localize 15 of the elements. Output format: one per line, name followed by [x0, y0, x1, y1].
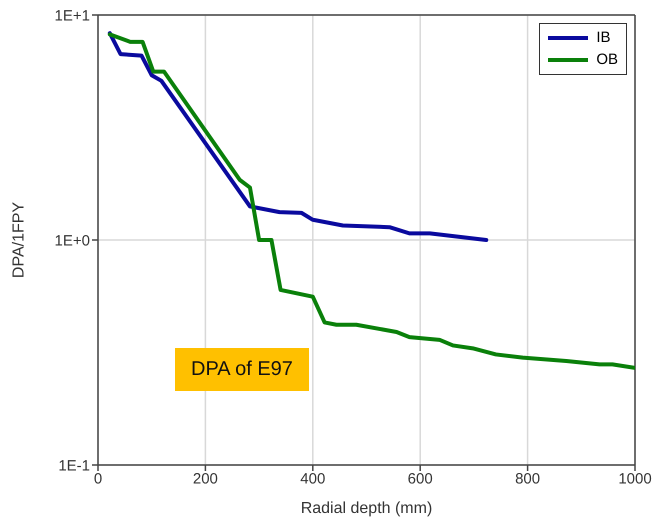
y-axis-title: DPA/1FPY — [10, 202, 28, 278]
y-tick-label: 1E-1 — [58, 457, 90, 474]
x-tick-label: 400 — [300, 470, 326, 488]
y-tick-label: 1E+1 — [54, 7, 90, 24]
x-tick-label: 600 — [408, 470, 433, 488]
x-tick-label: 800 — [515, 470, 540, 488]
line-series — [108, 31, 488, 242]
x-tick-label: 1000 — [618, 470, 652, 488]
legend-label: IB — [596, 28, 610, 48]
annotation: DPA of E97 — [175, 348, 309, 391]
x-axis-title: Radial depth (mm) — [300, 500, 432, 517]
x-tick-label: 200 — [192, 470, 218, 488]
legend-label: OB — [596, 50, 618, 70]
y-tick-label: 1E+0 — [54, 232, 90, 250]
x-tick-label: 0 — [94, 470, 102, 488]
